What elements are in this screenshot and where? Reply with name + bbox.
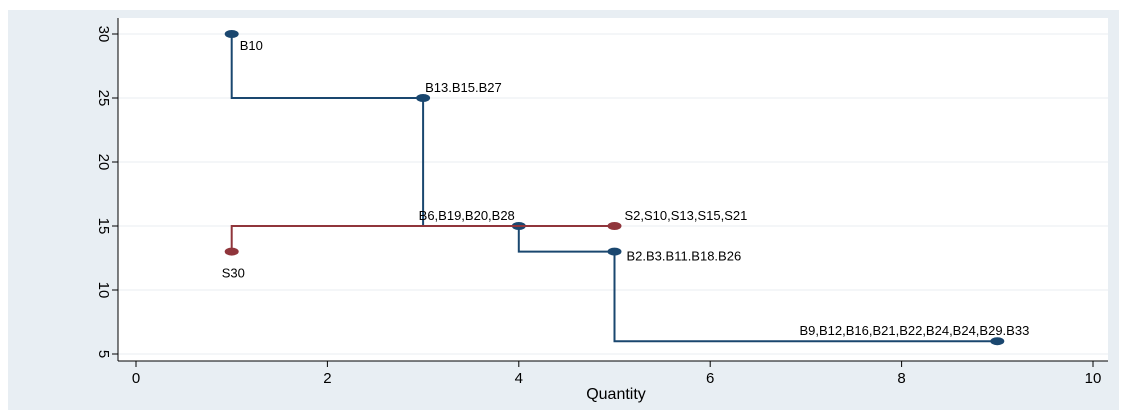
data-point-buyers: [416, 94, 431, 102]
y-tick-label: 30: [95, 26, 112, 43]
x-tick-label: 10: [1085, 370, 1102, 387]
y-tick-label: 25: [95, 90, 112, 107]
x-tick-label: 6: [706, 370, 714, 387]
x-tick-label: 8: [897, 370, 905, 387]
x-tick-label: 2: [323, 370, 331, 387]
series: [224, 30, 1005, 346]
data-label-buyers: B2.B3.B11.B18.B26: [627, 249, 742, 264]
data-label-buyers: B6,B19,B20,B28: [419, 208, 515, 223]
data-point-sellers: [224, 247, 239, 256]
axes: [117, 18, 1108, 362]
data-point-buyers: [224, 30, 239, 38]
data-point-buyers: [990, 337, 1005, 346]
y-tick-label: 20: [95, 154, 112, 171]
data-label-sellers: S30: [222, 266, 245, 281]
data-label-sellers: S2,S10,S13,S15,S21: [625, 208, 748, 223]
data-point-sellers: [607, 222, 622, 230]
y-tick-label: 15: [95, 218, 112, 235]
series-line-sellers: [230, 225, 615, 252]
data-label-buyers: B13.B15.B27: [425, 80, 502, 95]
plot-area: [118, 18, 1108, 361]
data-label-buyers: B10: [240, 38, 263, 53]
data-point-buyers: [607, 247, 622, 256]
ticks: 5 10 15 20 25 30 0 2 4 6 8 10: [95, 26, 1102, 387]
x-axis-title: Quantity: [586, 386, 646, 403]
y-tick-label: 5: [95, 350, 112, 358]
point-labels: B10 B13.B15.B27 B6,B19,B20,B28 B2.B3.B11.B1…: [222, 38, 1030, 338]
data-label-buyers: B9,B12,B16,B21,B22,B24,B24,B29.B33: [799, 323, 1029, 338]
y-tick-label: 10: [95, 282, 112, 299]
x-tick-label: 0: [132, 370, 140, 387]
x-tick-label: 4: [515, 370, 523, 387]
